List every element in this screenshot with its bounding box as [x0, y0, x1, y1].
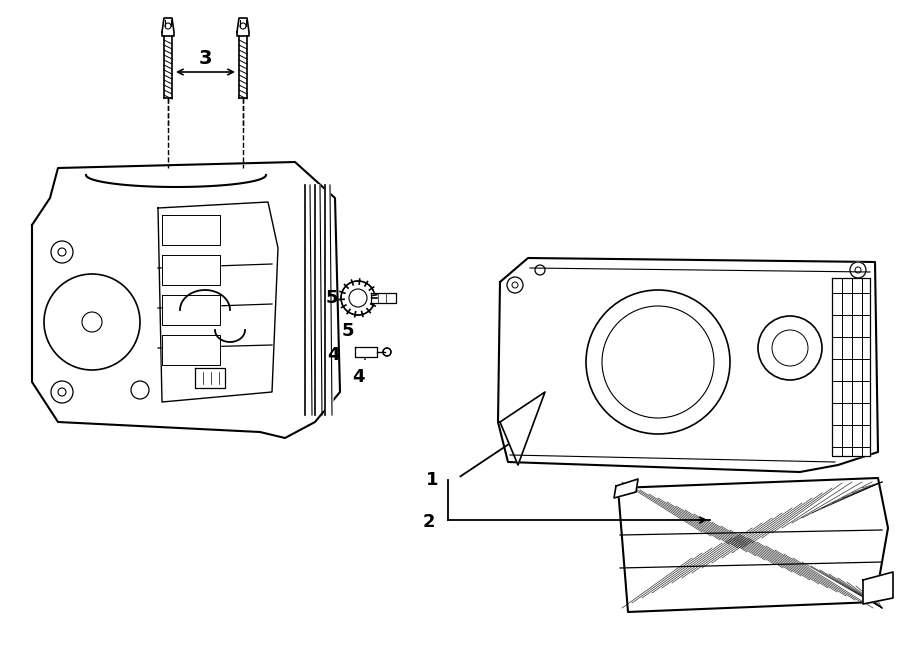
Circle shape — [507, 277, 523, 293]
Circle shape — [383, 348, 391, 356]
Text: 2: 2 — [422, 513, 435, 531]
Polygon shape — [164, 36, 172, 98]
Text: 5: 5 — [326, 289, 338, 307]
Polygon shape — [239, 36, 247, 98]
Polygon shape — [162, 255, 220, 285]
Text: 3: 3 — [198, 49, 212, 68]
Circle shape — [758, 316, 822, 380]
Polygon shape — [355, 347, 377, 357]
Polygon shape — [325, 185, 333, 415]
Text: 4: 4 — [352, 368, 365, 386]
Polygon shape — [614, 479, 638, 498]
Circle shape — [535, 265, 545, 275]
Polygon shape — [195, 368, 225, 388]
Polygon shape — [498, 258, 878, 472]
Circle shape — [850, 262, 866, 278]
Circle shape — [586, 290, 730, 434]
Polygon shape — [162, 295, 220, 325]
Polygon shape — [832, 278, 870, 456]
Circle shape — [165, 23, 171, 29]
Circle shape — [240, 23, 246, 29]
Text: 5: 5 — [342, 322, 355, 340]
Polygon shape — [162, 215, 220, 245]
Text: 1: 1 — [426, 471, 438, 489]
Polygon shape — [237, 18, 249, 36]
Polygon shape — [305, 185, 313, 415]
Polygon shape — [500, 392, 545, 465]
Polygon shape — [32, 162, 340, 438]
Polygon shape — [162, 335, 220, 365]
Polygon shape — [315, 185, 323, 415]
Polygon shape — [371, 293, 396, 303]
Polygon shape — [162, 18, 174, 36]
Circle shape — [341, 281, 375, 315]
Polygon shape — [863, 572, 893, 604]
Polygon shape — [618, 478, 888, 612]
Text: 4: 4 — [328, 346, 340, 364]
